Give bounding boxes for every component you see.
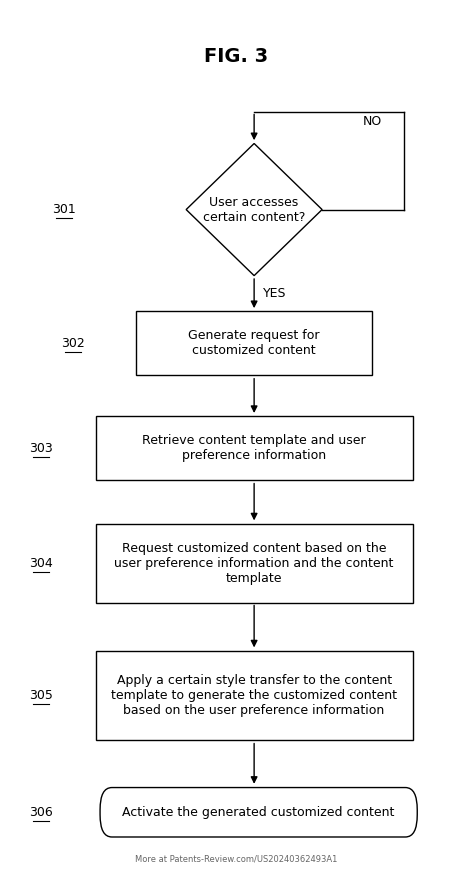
Text: 303: 303 [29, 441, 53, 455]
Text: YES: YES [263, 287, 287, 299]
Text: User accesses
certain content?: User accesses certain content? [203, 195, 305, 224]
Text: NO: NO [362, 115, 381, 128]
Polygon shape [186, 144, 322, 275]
Text: More at Patents-Review.com/US20240362493A1: More at Patents-Review.com/US20240362493… [135, 854, 337, 863]
Text: Retrieve content template and user
preference information: Retrieve content template and user prefe… [143, 434, 366, 463]
Text: Generate request for
customized content: Generate request for customized content [188, 329, 320, 357]
Text: 301: 301 [52, 203, 76, 216]
FancyBboxPatch shape [95, 524, 413, 603]
FancyBboxPatch shape [95, 416, 413, 480]
Text: 304: 304 [29, 557, 53, 570]
FancyBboxPatch shape [100, 788, 417, 837]
Text: Activate the generated customized content: Activate the generated customized conten… [122, 805, 395, 819]
FancyBboxPatch shape [95, 651, 413, 741]
Text: 305: 305 [29, 689, 53, 702]
Text: Apply a certain style transfer to the content
template to generate the customize: Apply a certain style transfer to the co… [111, 674, 397, 717]
Text: Request customized content based on the
user preference information and the cont: Request customized content based on the … [114, 542, 394, 585]
Text: FIG. 3: FIG. 3 [204, 47, 268, 66]
Text: 306: 306 [29, 805, 53, 819]
Text: 302: 302 [61, 337, 85, 350]
FancyBboxPatch shape [136, 312, 372, 376]
